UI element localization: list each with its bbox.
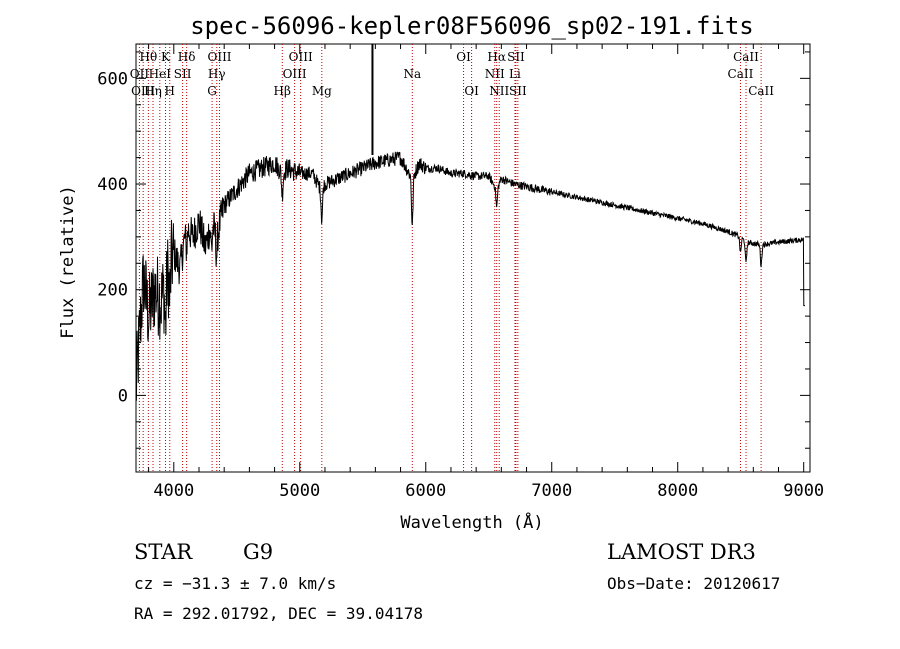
spectral-line-label-3: K [161, 50, 171, 64]
spectral-line-label-22: SII [507, 50, 525, 64]
y-tick-label-0: 0 [118, 386, 128, 406]
spectral-line-label-8: Hδ [178, 50, 196, 64]
spectral-line-label-0: Hθ [139, 50, 157, 64]
x-tick-label-2: 6000 [405, 481, 446, 501]
y-tick-label-3: 600 [97, 69, 128, 89]
x-axis: 4000 5000 6000 7000 8000 9000 [148, 44, 824, 501]
spectral-line-labels: Hθ OII OIII K HeI Hη SII H Hδ OIII Hγ G OIII OIII Hβ Mg… [130, 50, 775, 98]
redshift-value: cz = −31.3 ± 7.0 km/s [134, 574, 336, 593]
x-tick-label-3: 7000 [531, 481, 572, 501]
spectral-line-markers [138, 44, 762, 472]
spectral-line-label-24: SII [509, 84, 527, 98]
object-class: STAR [134, 540, 193, 564]
spectral-line-label-18: OI [464, 84, 479, 98]
y-tick-label-2: 400 [97, 175, 128, 195]
spectral-line-label-23: Li [509, 67, 521, 81]
spectral-line-label-25: CaII [733, 50, 759, 64]
y-axis-label: Flux (relative) [58, 185, 78, 339]
y-tick-label-1: 200 [97, 281, 128, 301]
x-tick-label-1: 5000 [279, 481, 320, 501]
spectral-line-label-14: Hβ [274, 84, 291, 98]
spectral-line-label-19: Hα [487, 50, 506, 64]
coordinates: RA = 292.01792, DEC = 39.04178 [134, 604, 423, 623]
spectral-line-label-27: CaII [748, 84, 774, 98]
spectrum-line [135, 151, 805, 401]
spectral-line-label-21: NII [489, 84, 509, 98]
spectral-line-label-20: NII [485, 67, 505, 81]
plot-area: Hθ OII OIII K HeI Hη SII H Hδ OIII Hγ G OIII OIII Hβ Mg… [130, 43, 811, 473]
spectral-line-label-1: OII [130, 67, 150, 81]
x-tick-label-0: 4000 [153, 481, 194, 501]
spectral-line-label-17: OI [456, 50, 471, 64]
spectral-line-label-15: Mg [312, 84, 332, 98]
spectral-line-label-5: Hη [144, 84, 162, 98]
chart-title: spec-56096-kepler08F56096_sp02-191.fits [190, 12, 754, 40]
survey-name: LAMOST DR3 [607, 540, 756, 564]
spectrum-group [135, 44, 805, 401]
spectral-line-label-12: OIII [289, 50, 313, 64]
spectral-line-label-10: Hγ [208, 67, 226, 81]
spectral-line-label-2: OIII [131, 84, 155, 98]
x-tick-label-5: 9000 [783, 481, 824, 501]
spectral-line-label-6: SII [174, 67, 192, 81]
x-tick-label-4: 8000 [657, 481, 698, 501]
object-subclass: G9 [243, 540, 273, 564]
x-axis-label: Wavelength (Å) [400, 511, 543, 533]
spectral-line-label-7: H [165, 84, 175, 98]
spectral-line-label-26: CaII [728, 67, 754, 81]
spectral-line-label-11: G [207, 84, 217, 98]
spectral-line-label-4: HeI [149, 67, 172, 81]
spectral-line-label-13: OIII [283, 67, 307, 81]
observation-date: Obs−Date: 20120617 [607, 574, 780, 593]
y-axis: 0 200 400 600 [97, 51, 810, 449]
spectral-line-label-16: Na [403, 67, 421, 81]
plot-frame [135, 43, 811, 473]
spectral-line-label-9: OIII [207, 50, 231, 64]
